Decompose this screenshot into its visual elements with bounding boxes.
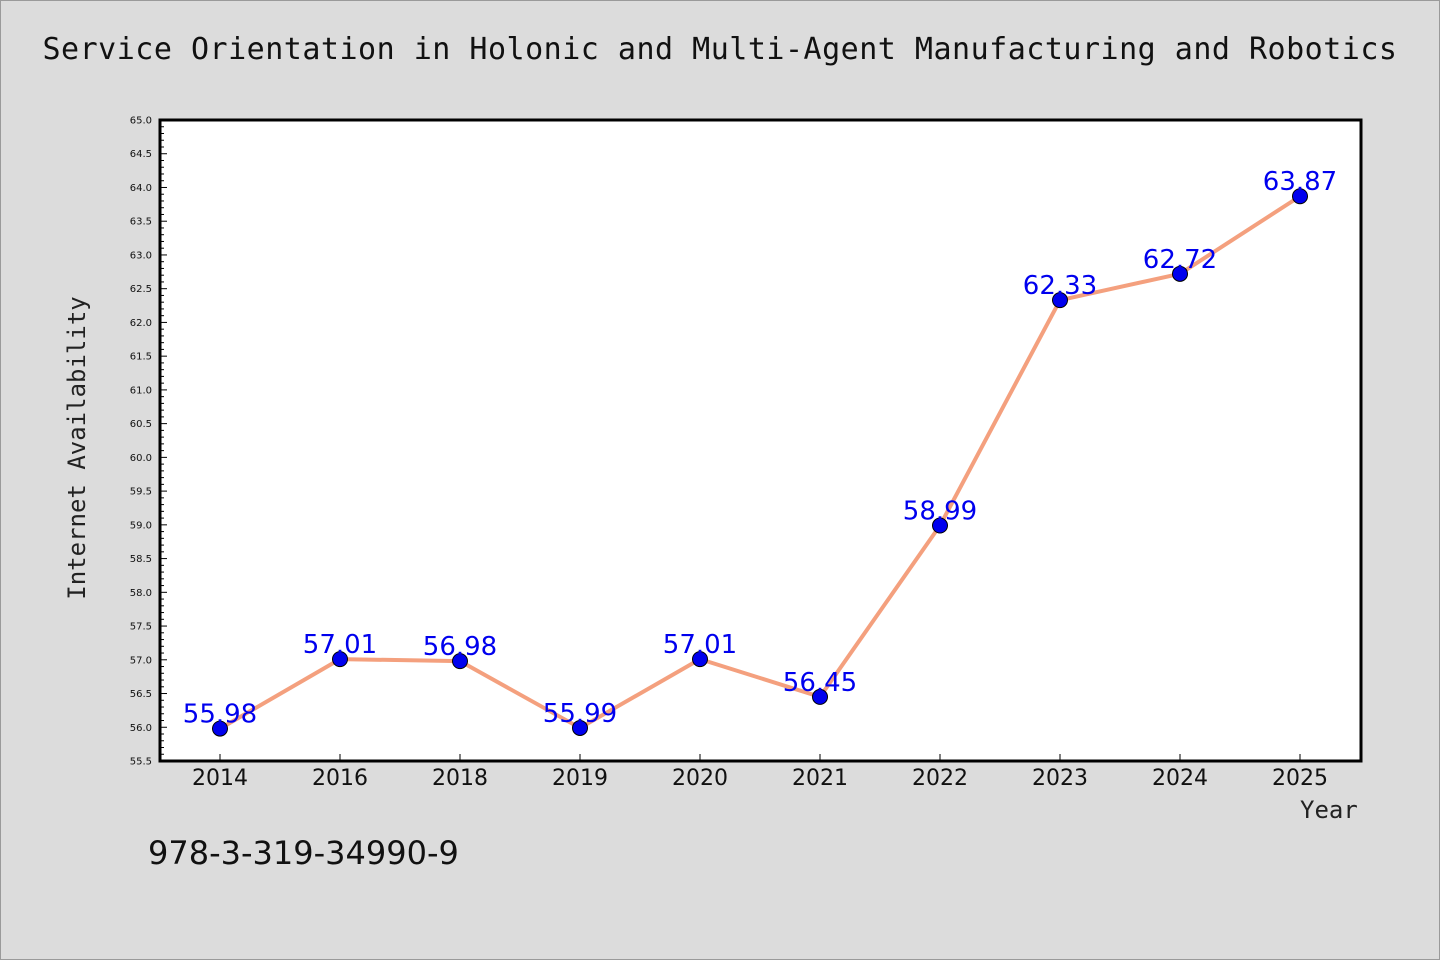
x-tick-label: 2020 xyxy=(672,766,728,791)
data-point xyxy=(452,653,468,670)
x-tick-label: 2024 xyxy=(1152,766,1208,791)
x-tick-label: 2021 xyxy=(792,766,848,791)
data-label: 58.99 xyxy=(903,497,977,527)
data-point xyxy=(812,688,828,705)
chart-title: Service Orientation in Holonic and Multi… xyxy=(42,32,1398,67)
y-tick-label: 63.0 xyxy=(130,250,152,261)
y-tick-label: 61.5 xyxy=(130,352,152,363)
x-tick-label: 2025 xyxy=(1272,766,1328,791)
y-tick-label: 62.0 xyxy=(130,318,152,329)
data-point xyxy=(1292,188,1308,205)
data-label: 57.01 xyxy=(303,630,377,660)
y-tick-label: 61.0 xyxy=(130,385,152,396)
x-axis-label: Year xyxy=(1300,796,1358,824)
y-tick-label: 60.0 xyxy=(130,453,152,464)
data-label: 56.98 xyxy=(423,632,497,662)
x-tick-label: 2016 xyxy=(312,766,368,791)
data-label: 56.45 xyxy=(783,668,857,698)
series-line xyxy=(218,194,1302,731)
y-tick-label: 56.0 xyxy=(130,723,152,734)
x-tick-label: 2018 xyxy=(432,766,488,791)
y-tick-label: 64.0 xyxy=(130,183,152,194)
data-point xyxy=(1172,265,1188,282)
data-label: 57.01 xyxy=(663,630,737,660)
y-tick-label: 55.5 xyxy=(130,757,152,768)
y-tick-label: 58.5 xyxy=(130,554,152,565)
x-tick-label: 2022 xyxy=(912,766,968,791)
data-label: 63.87 xyxy=(1263,167,1337,197)
x-tick-label: 2023 xyxy=(1032,766,1088,791)
y-tick-label: 60.5 xyxy=(130,419,152,430)
data-point xyxy=(212,720,228,737)
data-point xyxy=(1052,292,1068,309)
y-tick-label: 57.5 xyxy=(130,622,152,633)
y-tick-label: 59.0 xyxy=(130,520,152,531)
y-tick-label: 65.0 xyxy=(130,116,152,127)
y-tick-label: 59.5 xyxy=(130,487,152,498)
plot-border xyxy=(158,118,1363,763)
data-point xyxy=(692,651,708,668)
isbn-code: 978-3-319-34990-9 xyxy=(148,834,459,872)
y-tick-label: 57.0 xyxy=(130,655,152,666)
y-tick-label: 58.0 xyxy=(130,588,152,599)
y-tick-label: 56.5 xyxy=(130,689,152,700)
plot-area xyxy=(160,120,1361,761)
y-tick-label: 63.5 xyxy=(130,217,152,228)
x-tick-label: 2014 xyxy=(192,766,248,791)
data-label: 55.99 xyxy=(543,699,617,729)
data-point xyxy=(332,651,348,668)
data-label: 55.98 xyxy=(183,700,257,730)
data-point xyxy=(572,719,588,736)
y-tick-label: 62.5 xyxy=(130,284,152,295)
y-tick-label: 64.5 xyxy=(130,149,152,160)
data-point xyxy=(932,517,948,534)
data-label: 62.72 xyxy=(1143,245,1217,275)
data-label: 62.33 xyxy=(1023,271,1097,301)
x-tick-label: 2019 xyxy=(552,766,608,791)
